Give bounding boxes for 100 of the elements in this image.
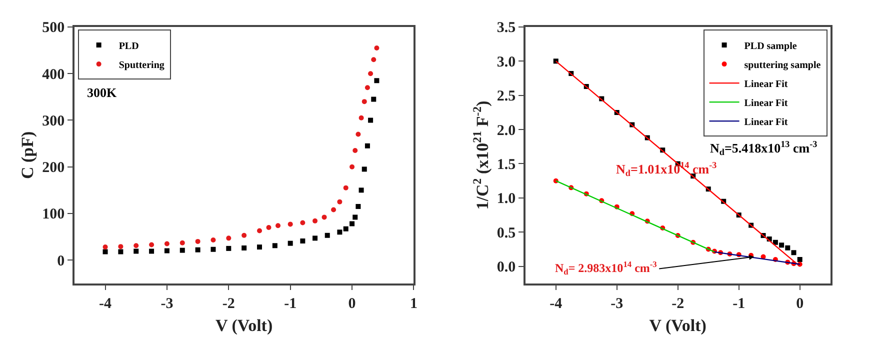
y-tick-label: 3.5 [496,20,516,36]
annotation: N$_{d}$=5.418x10$^{13}$ cm$^{-3}$ [710,139,818,158]
point [364,85,370,90]
y-tick-label: 0.0 [496,260,516,276]
point [322,214,327,220]
point [356,132,361,137]
point [374,45,380,50]
point [356,204,361,209]
y-tick-label: 100 [42,206,65,223]
point [352,214,358,220]
point [772,240,778,245]
x-tick-label: -4 [550,296,563,312]
point [300,238,306,244]
point [134,243,139,248]
y-tick-label: 3.0 [496,54,516,70]
point [102,249,108,254]
legend-label: PLD [118,40,139,52]
point [337,199,342,204]
point [797,256,802,262]
point [242,232,247,238]
point [343,226,348,232]
legend-label: Sputtering [118,60,164,71]
point [276,223,281,228]
y-axis-title: C (pF) [18,131,38,180]
legend-label: Linear Fit [744,98,788,109]
y-tick-label: 500 [42,20,65,36]
point [337,230,342,235]
point [791,250,796,256]
point [779,242,784,248]
x-axis-title: V (Volt) [216,316,273,336]
point [368,71,374,76]
point [195,238,200,244]
point [272,243,278,248]
annotation: N$_{d}$=1.01x10$^{14}$ cm$^{-3}$ [616,160,718,178]
x-tick-label: 0 [348,296,356,312]
x-tick-label: -1 [284,296,297,312]
point [210,238,216,243]
legend-label: Linear Fit [744,116,788,128]
point [371,96,376,102]
point [362,166,367,172]
point [785,245,790,250]
point [134,248,139,254]
point [242,245,247,250]
x-tick-label: -2 [672,296,684,312]
point [288,222,293,227]
point [226,246,232,251]
point [102,244,108,250]
point [312,218,318,224]
point [358,188,364,193]
annotation: 300K [87,85,118,100]
point [358,115,364,120]
point [312,236,318,241]
point [364,143,370,148]
point [257,228,262,234]
x-tick-label: -1 [732,296,746,312]
point [374,78,380,84]
point [118,249,124,254]
y-tick-label: 0.5 [496,225,516,242]
point [352,148,358,154]
x-tick-label: -3 [160,296,174,312]
point [368,118,374,123]
point [180,248,185,253]
x-tick-label: 1 [410,296,418,312]
point [266,224,272,230]
x-tick-label: -2 [222,296,235,312]
point [149,248,154,254]
legend-label: Linear Fit [744,78,788,90]
point [343,185,348,190]
point [226,236,232,241]
y-tick-label: 1.5 [496,156,516,173]
y-tick-label: 200 [42,160,65,176]
point [362,99,367,104]
y-tick-label: 1.0 [496,191,516,208]
y-tick-label: 0 [57,253,65,270]
y-tick-label: 300 [42,113,65,130]
point [300,220,306,226]
point [164,248,170,254]
annotation: N$_{d}$= 2.983x10$^{14}$ cm$^{-3}$ [555,260,657,277]
point [371,57,376,62]
point [195,247,200,252]
x-tick-label: -3 [610,296,624,312]
point [210,246,216,252]
legend-label: sputtering sample [744,60,822,71]
legend-label: PLD sample [744,40,798,52]
point [180,240,185,246]
point [149,242,154,248]
point [118,244,124,250]
y-tick-label: 400 [42,66,65,83]
x-tick-label: -4 [99,296,112,312]
point [350,221,355,226]
point [324,232,330,238]
point [331,207,336,212]
x-axis-title: V (Volt) [649,316,706,336]
y-tick-label: 2.0 [496,122,516,139]
point [164,241,170,246]
point [288,240,293,246]
y-tick-label: 2.5 [496,88,516,105]
x-tick-label: 0 [796,296,804,312]
point [257,244,262,250]
point [350,164,355,170]
